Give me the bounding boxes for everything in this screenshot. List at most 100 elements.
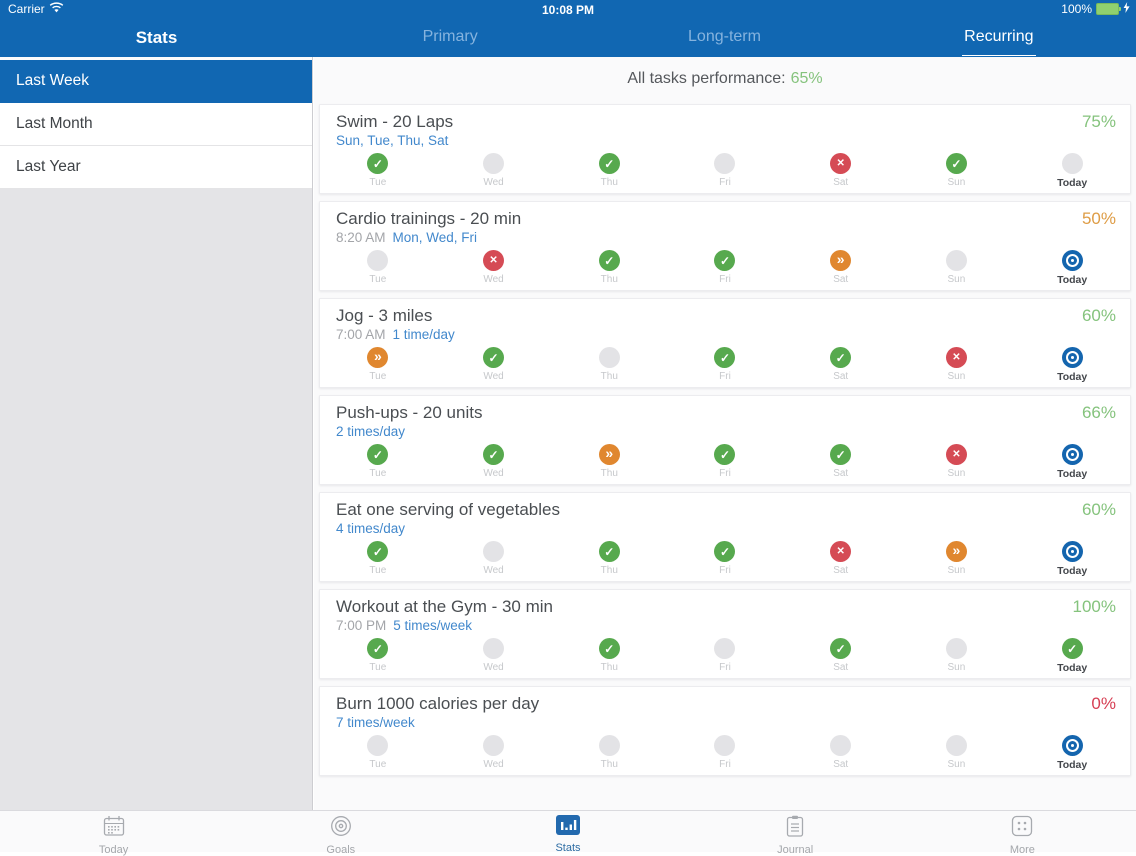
day-row: Tue Wed Thu Fri Sat Sun Today [320, 153, 1130, 189]
check-icon [367, 153, 389, 174]
cross-icon [483, 250, 505, 271]
day-label: Tue [369, 371, 387, 382]
empty-icon [598, 347, 620, 368]
day-label: Thu [600, 177, 618, 188]
task-card[interactable]: Jog - 3 miles 7:00 AM 1 time/day 60% Tue W… [319, 298, 1131, 388]
empty-icon [483, 735, 505, 756]
day-cell: Thu [551, 153, 667, 189]
task-card[interactable]: Burn 1000 calories per day 7 times/week … [319, 686, 1131, 776]
check-icon [1061, 638, 1083, 659]
sidebar-item-last-week[interactable]: Last Week [0, 60, 312, 103]
task-card[interactable]: Eat one serving of vegetables 4 times/da… [319, 492, 1131, 582]
day-label: Today [1057, 177, 1088, 189]
empty-icon [483, 153, 505, 174]
charging-bolt-icon [1123, 2, 1130, 16]
task-title: Jog - 3 miles [336, 306, 433, 325]
day-cell: Tue [320, 541, 436, 577]
bottom-tab-bar: Today Goals Stats [0, 810, 1136, 856]
check-icon [367, 541, 389, 562]
day-label: Wed [483, 177, 504, 188]
day-label: Sat [833, 371, 849, 382]
task-time: 8:20 AM [336, 230, 386, 245]
task-schedule: 4 times/day [336, 521, 406, 536]
target-icon [1061, 250, 1083, 271]
day-label: Sat [833, 177, 849, 188]
day-cell: Sat [783, 735, 899, 771]
day-label: Tue [369, 759, 387, 770]
check-icon [483, 347, 505, 368]
day-label: Tue [369, 662, 387, 673]
day-cell: Wed [436, 638, 552, 674]
empty-icon [367, 250, 389, 271]
task-title: Eat one serving of vegetables [336, 500, 560, 519]
tab-recurring[interactable]: Recurring [862, 20, 1136, 57]
performance-summary: All tasks performance: 65% [314, 70, 1136, 88]
wifi-icon [49, 2, 64, 16]
task-card[interactable]: Cardio trainings - 20 min 8:20 AM Mon, We… [319, 201, 1131, 291]
day-cell: Tue [320, 735, 436, 771]
tabbar-item-journal[interactable]: Journal [682, 811, 909, 856]
task-card[interactable]: Swim - 20 Laps Sun, Tue, Thu, Sat 75% Tu… [319, 104, 1131, 194]
day-cell: Today [1014, 444, 1130, 480]
day-cell: Thu [551, 444, 667, 480]
sidebar-item-last-year[interactable]: Last Year [0, 146, 312, 189]
check-icon [830, 347, 852, 368]
tabbar-item-today[interactable]: Today [0, 811, 227, 856]
day-label: Sat [833, 565, 849, 576]
task-card[interactable]: Workout at the Gym - 30 min 7:00 PM 5 tim… [319, 589, 1131, 679]
cross-icon [830, 153, 852, 174]
day-label: Fri [719, 468, 731, 479]
day-cell: Fri [667, 638, 783, 674]
tab-primary[interactable]: Primary [422, 28, 478, 45]
task-schedule: 2 times/day [336, 424, 406, 439]
day-label: Today [1057, 565, 1088, 577]
day-label: Thu [600, 759, 618, 770]
day-cell: Sat [783, 250, 899, 286]
target-icon [1061, 347, 1083, 368]
sidebar: Last Week Last Month Last Year [0, 57, 313, 810]
tabbar-label: Journal [777, 844, 814, 856]
check-icon [830, 638, 852, 659]
skip-icon [598, 444, 620, 465]
day-row: Tue Wed Thu Fri Sat Sun Today [320, 347, 1130, 383]
battery-icon [1096, 3, 1121, 15]
day-label: Sun [947, 177, 966, 188]
day-cell: Sun [899, 444, 1015, 480]
tabbar-item-stats[interactable]: Stats [454, 811, 681, 856]
empty-icon [714, 735, 736, 756]
tab-long-term[interactable]: Long-term [688, 28, 761, 45]
empty-icon [714, 638, 736, 659]
day-label: Tue [369, 177, 387, 188]
day-row: Tue Wed Thu Fri Sat Sun Today [320, 541, 1130, 577]
day-label: Sun [947, 371, 966, 382]
day-cell: Wed [436, 153, 552, 189]
day-label: Sat [833, 662, 849, 673]
task-card[interactable]: Push-ups - 20 units 2 times/day 66% Tue W… [319, 395, 1131, 485]
day-cell: Today [1014, 347, 1130, 383]
task-subtitle: 7:00 PM 5 times/week [336, 618, 472, 633]
empty-icon [714, 153, 736, 174]
more-grid-icon [1011, 815, 1033, 842]
empty-icon [945, 638, 967, 659]
day-cell: Today [1014, 250, 1130, 286]
day-cell: Sat [783, 444, 899, 480]
check-icon [367, 638, 389, 659]
day-label: Fri [719, 565, 731, 576]
day-cell: Tue [320, 250, 436, 286]
empty-icon [945, 250, 967, 271]
day-cell: Fri [667, 153, 783, 189]
tabbar-item-goals[interactable]: Goals [227, 811, 454, 856]
day-label: Sun [947, 662, 966, 673]
day-label: Today [1057, 274, 1088, 286]
task-percent: 66% [1081, 403, 1116, 422]
tabbar-label: Goals [326, 844, 356, 856]
tabbar-item-more[interactable]: More [909, 811, 1136, 856]
task-schedule: Sun, Tue, Thu, Sat [336, 133, 449, 148]
day-cell: Fri [667, 444, 783, 480]
sidebar-item-last-month[interactable]: Last Month [0, 103, 312, 146]
clock: 10:08 PM [541, 3, 595, 17]
task-percent: 60% [1081, 500, 1116, 519]
day-cell: Sun [899, 541, 1015, 577]
day-cell: Sun [899, 153, 1015, 189]
task-subtitle: 8:20 AM Mon, Wed, Fri [336, 230, 477, 245]
